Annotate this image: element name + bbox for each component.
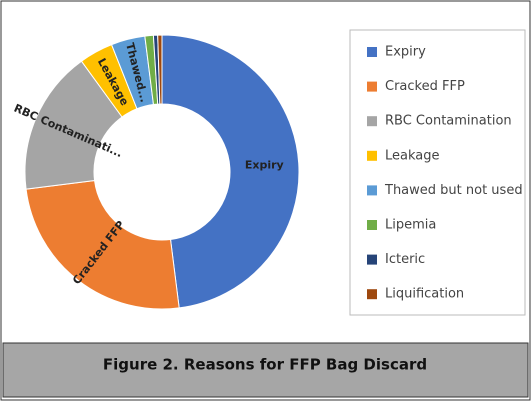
legend-label: Liquification [385, 287, 464, 302]
legend-swatch [367, 47, 377, 57]
legend-swatch [367, 254, 377, 265]
legend-label: Icteric [385, 252, 425, 267]
legend-label: Lipemia [385, 218, 436, 233]
legend-swatch [367, 289, 377, 300]
legend-label: RBC Contamination [385, 114, 512, 129]
legend-label: Leakage [385, 148, 440, 163]
legend-label: Cracked FFP [385, 79, 465, 94]
caption-bar [2, 342, 529, 398]
slice-label: Expiry [245, 159, 284, 172]
donut-slice [157, 34, 163, 105]
legend-swatch [367, 220, 377, 230]
donut-slice [25, 179, 180, 310]
legend-label: Expiry [385, 45, 426, 60]
legend-swatch [367, 116, 377, 127]
legend-swatch [367, 185, 377, 196]
donut-slice [24, 60, 123, 190]
legend-box [349, 29, 526, 316]
donut-slice [161, 34, 300, 309]
legend-swatch [367, 150, 377, 161]
legend-swatch [367, 81, 377, 92]
legend-label: Thawed but not used [384, 183, 523, 198]
caption: Figure 2. Reasons for FFP Bag Discard [103, 356, 427, 374]
